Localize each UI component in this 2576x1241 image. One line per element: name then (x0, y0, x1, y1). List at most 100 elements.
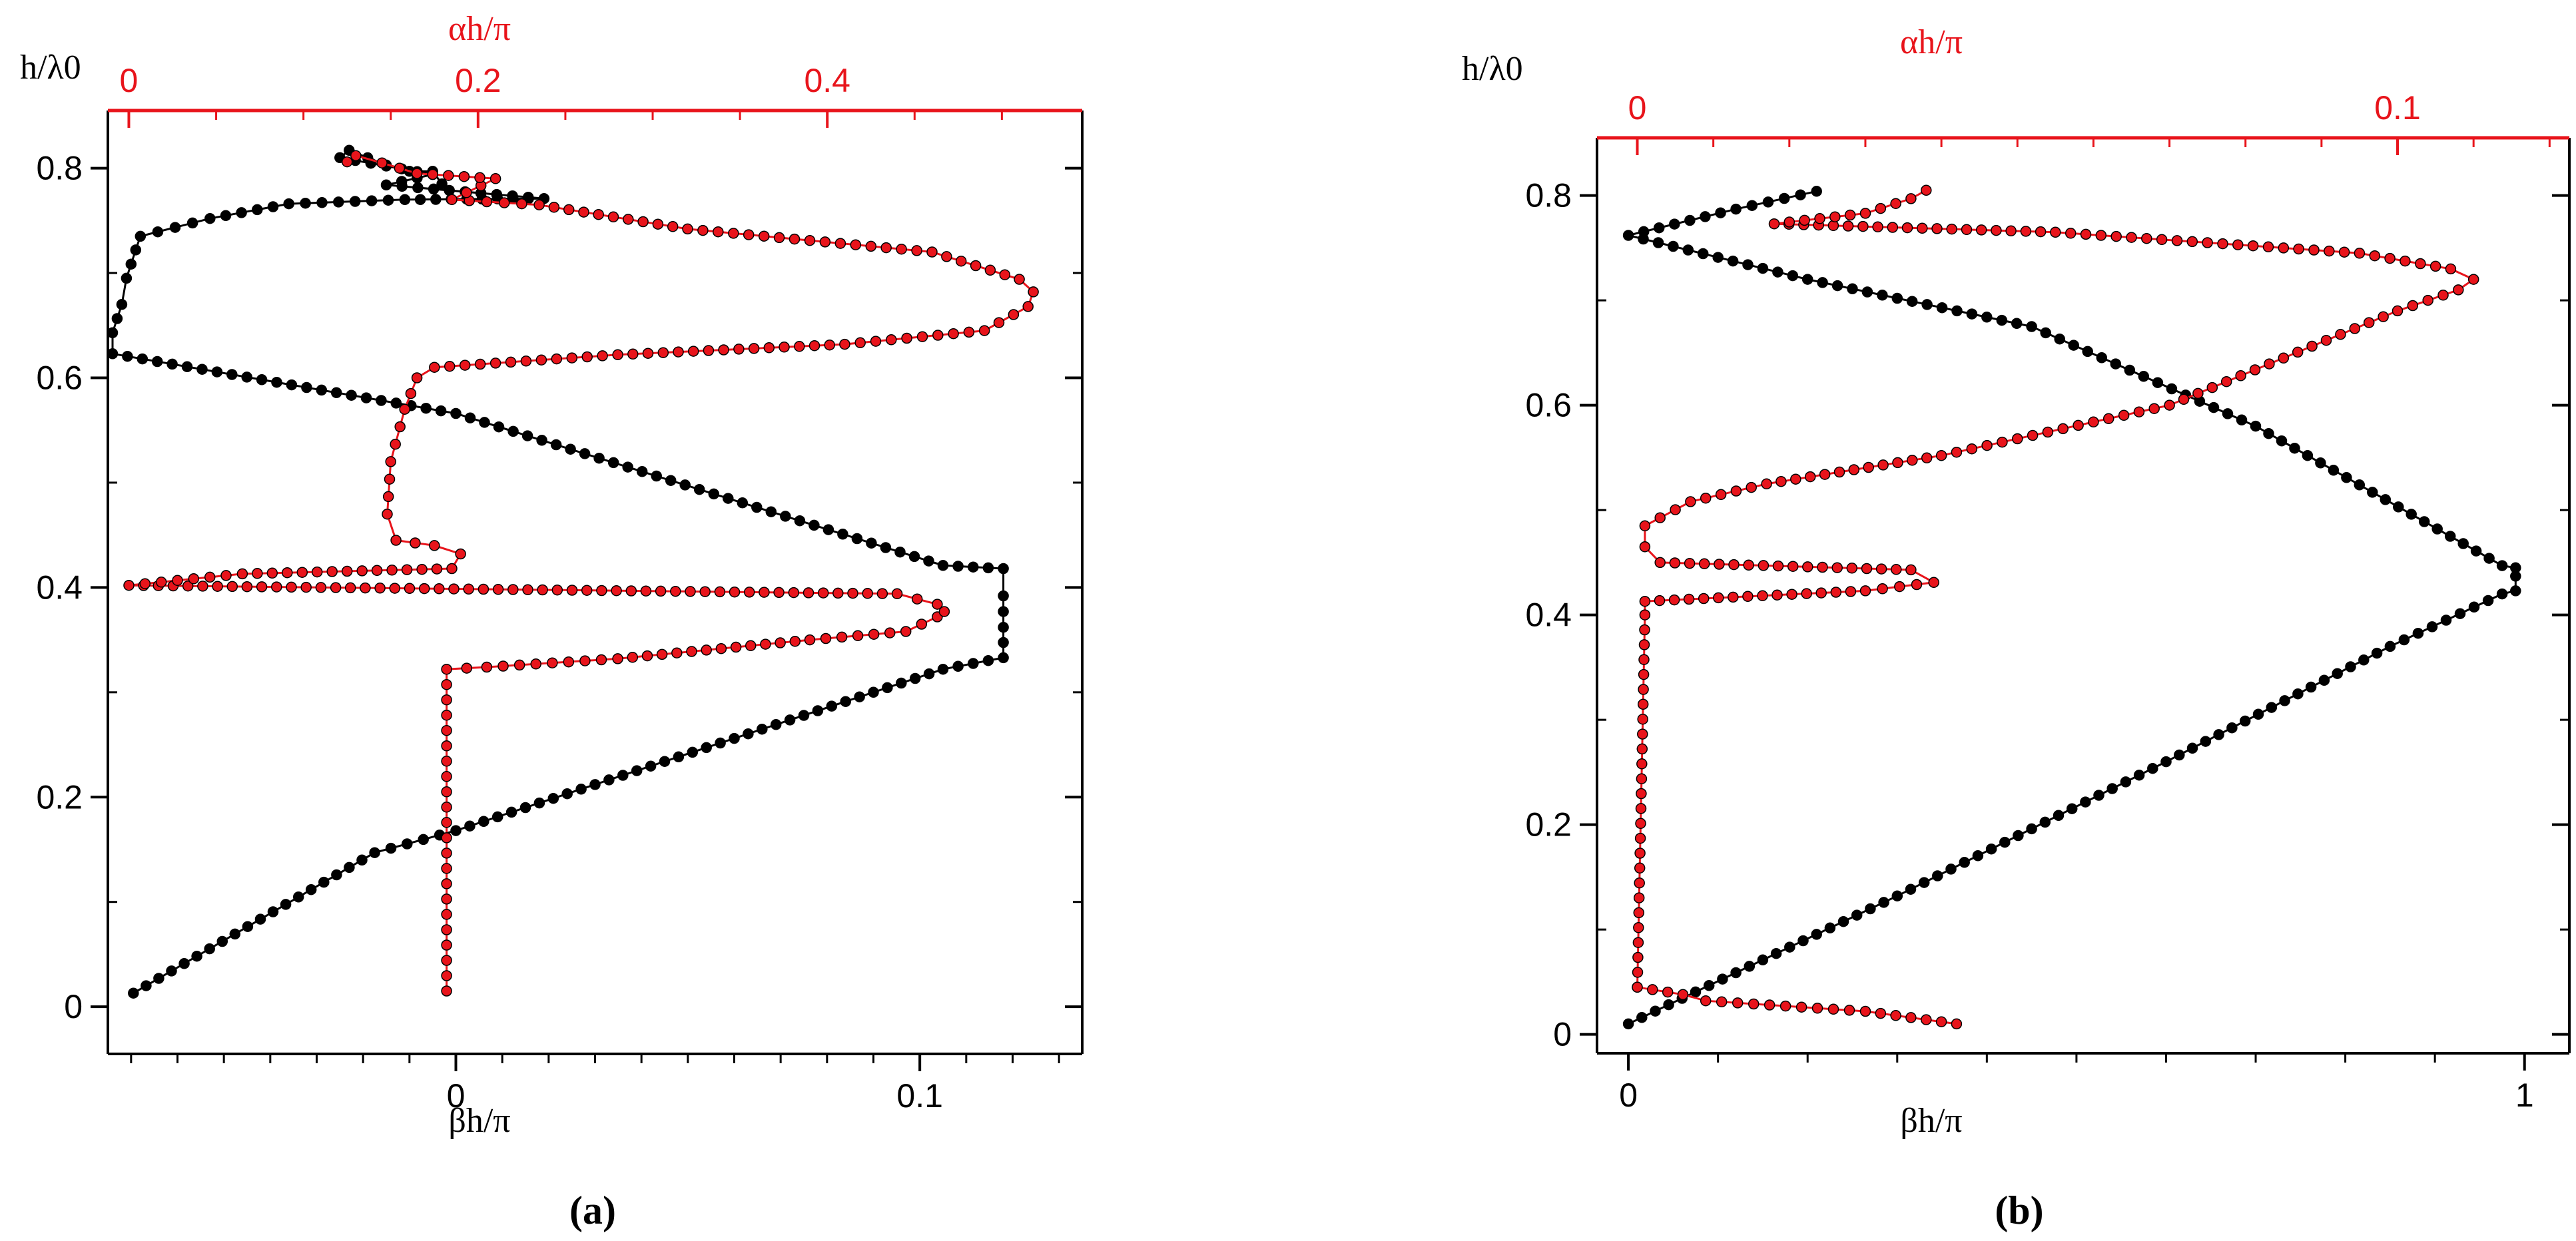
data-point (385, 842, 397, 854)
data-point (283, 198, 294, 210)
data-point (121, 272, 133, 284)
data-point (1824, 922, 1836, 934)
data-point (130, 244, 142, 256)
data-point (450, 825, 462, 836)
data-point (2426, 621, 2438, 632)
data-point (870, 336, 882, 347)
data-point (441, 909, 452, 920)
y-tick-label: 0.6 (36, 359, 83, 396)
data-point (1811, 929, 1822, 940)
x2-tick-label: 0 (1628, 89, 1647, 126)
data-point (441, 848, 452, 859)
data-point (346, 389, 357, 401)
data-point (968, 658, 979, 669)
data-point (1757, 262, 1769, 274)
data-point (1981, 312, 1993, 323)
data-point (1698, 593, 1710, 605)
data-point (745, 640, 757, 652)
data-point (280, 899, 292, 910)
x-tick-label: 0 (1619, 1077, 1638, 1114)
data-point (1857, 220, 1869, 232)
data-point (1859, 585, 1871, 597)
data-point (955, 255, 967, 267)
data-point (1827, 1003, 1839, 1015)
data-point (405, 387, 417, 399)
data-point (1891, 564, 1902, 575)
data-point (1959, 857, 1970, 868)
data-point (850, 239, 862, 250)
series-alpha-1 (123, 150, 1039, 997)
data-point (655, 585, 667, 597)
data-point (481, 661, 493, 673)
data-point (2073, 419, 2084, 431)
data-point (507, 425, 519, 437)
data-point (286, 581, 297, 593)
data-point (441, 802, 452, 813)
data-point (2217, 238, 2228, 250)
data-point (759, 587, 770, 598)
data-point (1712, 252, 1724, 263)
data-point (166, 965, 177, 977)
data-point (1779, 1000, 1791, 1012)
x2-tick-label: 0.1 (2374, 89, 2421, 126)
data-point (441, 771, 452, 782)
data-point (2380, 494, 2392, 505)
data-point (1801, 588, 1812, 599)
data-point (612, 653, 623, 664)
data-point (728, 228, 739, 239)
data-point (2363, 317, 2375, 328)
data-point (593, 208, 604, 220)
data-point (715, 737, 726, 749)
data-point (1690, 986, 1702, 998)
data-point (204, 571, 216, 583)
y-tick-label: 0.8 (1525, 177, 1572, 214)
data-point (316, 197, 328, 208)
data-point (441, 878, 452, 889)
data-point (520, 356, 532, 367)
data-point (2367, 487, 2378, 498)
data-point (1830, 587, 1842, 598)
data-point (758, 230, 770, 242)
data-point (446, 563, 458, 575)
data-point (478, 583, 489, 595)
data-point (636, 466, 648, 477)
data-point (1891, 890, 1903, 901)
data-point (2192, 387, 2204, 399)
data-point (1892, 457, 1903, 469)
data-point (1865, 903, 1876, 915)
data-point (2320, 334, 2332, 346)
data-point (522, 584, 533, 596)
data-point (1668, 240, 1679, 252)
panel-caption: (b) (1995, 1188, 2043, 1232)
data-point (780, 511, 791, 522)
data-point (2279, 695, 2290, 706)
data-point (1985, 843, 1997, 855)
data-point (1758, 560, 1770, 571)
data-point (522, 191, 534, 203)
data-point (760, 638, 771, 650)
data-point (896, 243, 907, 255)
data-point (137, 353, 149, 365)
data-point (1928, 577, 1939, 589)
data-point (507, 584, 519, 595)
data-point (410, 537, 421, 549)
data-point (513, 659, 525, 671)
data-point (839, 338, 850, 350)
data-point (519, 802, 531, 814)
data-point (773, 232, 785, 244)
data-point (1654, 557, 1666, 569)
data-point (854, 691, 865, 702)
data-point (2124, 364, 2136, 376)
data-point (1639, 520, 1651, 532)
data-point (1743, 559, 1754, 571)
data-point (2050, 226, 2061, 238)
data-point (2206, 381, 2218, 393)
data-point (2164, 399, 2175, 411)
data-point (229, 928, 241, 940)
data-point (982, 562, 994, 574)
data-point (386, 565, 398, 576)
panels: 00.20.40.60.80 0.10 0.2 0.4h/λ0αh/πβh/π(a)0… (20, 10, 2571, 1232)
data-point (968, 561, 979, 573)
data-point (436, 178, 448, 190)
data-point (404, 583, 416, 595)
